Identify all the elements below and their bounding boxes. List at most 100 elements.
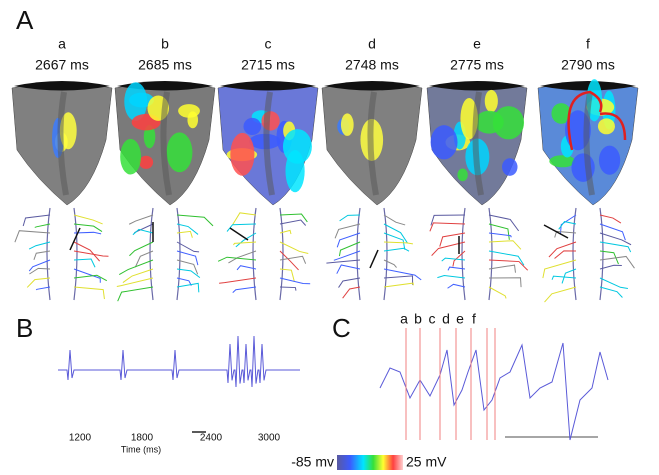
frame-time: 2748 ms [345, 57, 399, 73]
tree-branch [280, 278, 310, 284]
tree-branch [489, 265, 515, 273]
tree-branch [430, 223, 465, 231]
heart [218, 81, 318, 205]
tree-branch [280, 214, 307, 222]
tree-branch [549, 242, 576, 257]
tree-trunk [74, 208, 77, 300]
purkinje-tree [430, 208, 528, 300]
tree-branch [227, 224, 256, 232]
tree-trunk [47, 208, 50, 300]
frame-letter: c [265, 36, 272, 52]
tree-branch [74, 287, 104, 299]
tree-branch [384, 242, 413, 244]
arrow [70, 228, 80, 250]
frame-letter: d [368, 36, 376, 52]
tree-branch [384, 215, 405, 225]
purkinje-tree [15, 208, 109, 300]
tree-branch [545, 287, 576, 302]
tick-label: 3000 [258, 433, 281, 444]
heart [322, 81, 422, 205]
purkinje-tree [326, 208, 421, 300]
tree-branch [219, 278, 256, 283]
tree-branch [339, 278, 360, 288]
tree-branch [440, 233, 465, 247]
panel-label: B [16, 313, 33, 343]
tree-branch [489, 287, 506, 298]
activation-patch [599, 146, 620, 175]
tree-branch [337, 265, 360, 274]
tree-branch [117, 278, 153, 287]
tree-branch [335, 224, 360, 238]
tree-branch [27, 278, 50, 287]
tree-branch [489, 278, 521, 287]
tree-branch [129, 215, 153, 224]
arrow [544, 225, 568, 238]
activation-patch [178, 104, 200, 118]
panel-label: A [16, 5, 34, 35]
marker-letter: e [456, 311, 464, 327]
panel-label: C [332, 313, 351, 343]
marker-letter: a [400, 311, 408, 327]
activation-patch [283, 129, 312, 164]
colorbar-min: -85 mv [291, 454, 334, 470]
tree-branch [489, 251, 524, 265]
tree-branch [543, 260, 576, 278]
activation-patch [502, 158, 517, 176]
tree-branch [119, 260, 153, 275]
activation-patch [598, 118, 615, 134]
tree-branch [489, 215, 519, 231]
frame-letter: f [586, 36, 590, 52]
colorbar-max: 25 mV [406, 454, 447, 470]
marker-letter: b [414, 311, 422, 327]
frame-letter: a [58, 36, 66, 52]
tree-branch [280, 220, 306, 226]
tree-branch [280, 256, 306, 263]
colorbar [337, 455, 403, 470]
purkinje-tree [543, 208, 635, 302]
figure: A B C 1200 1800 2400 3000 Time (ms) -85 … [0, 0, 659, 475]
arrow [370, 250, 378, 268]
tree-branch [489, 233, 511, 237]
tree-trunk [573, 208, 576, 300]
heart [538, 79, 638, 205]
tree-branch [384, 248, 409, 251]
frame-letter: e [473, 36, 481, 52]
purkinje-tree [218, 208, 310, 300]
tree-branch [228, 251, 256, 263]
tree-branch [437, 275, 465, 278]
tree-branch [74, 215, 103, 224]
heart [427, 81, 527, 205]
tree-branch [218, 257, 256, 261]
activation-patch [341, 113, 354, 136]
tick-label: 1200 [69, 433, 92, 444]
activation-patch [485, 90, 498, 112]
tree-branch [489, 241, 521, 250]
tree-branch [326, 260, 360, 263]
tree-trunk [489, 208, 492, 300]
marker-letter: c [429, 311, 436, 327]
activation-patch [230, 133, 254, 176]
tree-branch [384, 269, 421, 280]
marker-letter: f [472, 311, 476, 327]
tree-branch [74, 275, 107, 280]
tree-branch [600, 278, 628, 288]
ecg-trace [58, 336, 300, 387]
tree-branch [600, 287, 622, 298]
heart [12, 81, 112, 205]
tree-branch [233, 287, 256, 293]
tree-branch [432, 242, 465, 256]
tree-trunk [253, 208, 256, 300]
tree-branch [600, 224, 625, 240]
tree-branch [280, 230, 291, 234]
tree-branch [600, 215, 621, 223]
tree-branch [36, 287, 50, 290]
tree-branch [177, 215, 213, 226]
tree-branch [600, 242, 631, 252]
tree-branch [384, 224, 408, 243]
activation-patch [120, 139, 141, 175]
heart [115, 81, 215, 205]
tree-trunk [600, 208, 603, 300]
axis-label: Time (ms) [121, 444, 161, 454]
tick-label: 2400 [200, 433, 223, 444]
activation-patch [139, 156, 153, 169]
